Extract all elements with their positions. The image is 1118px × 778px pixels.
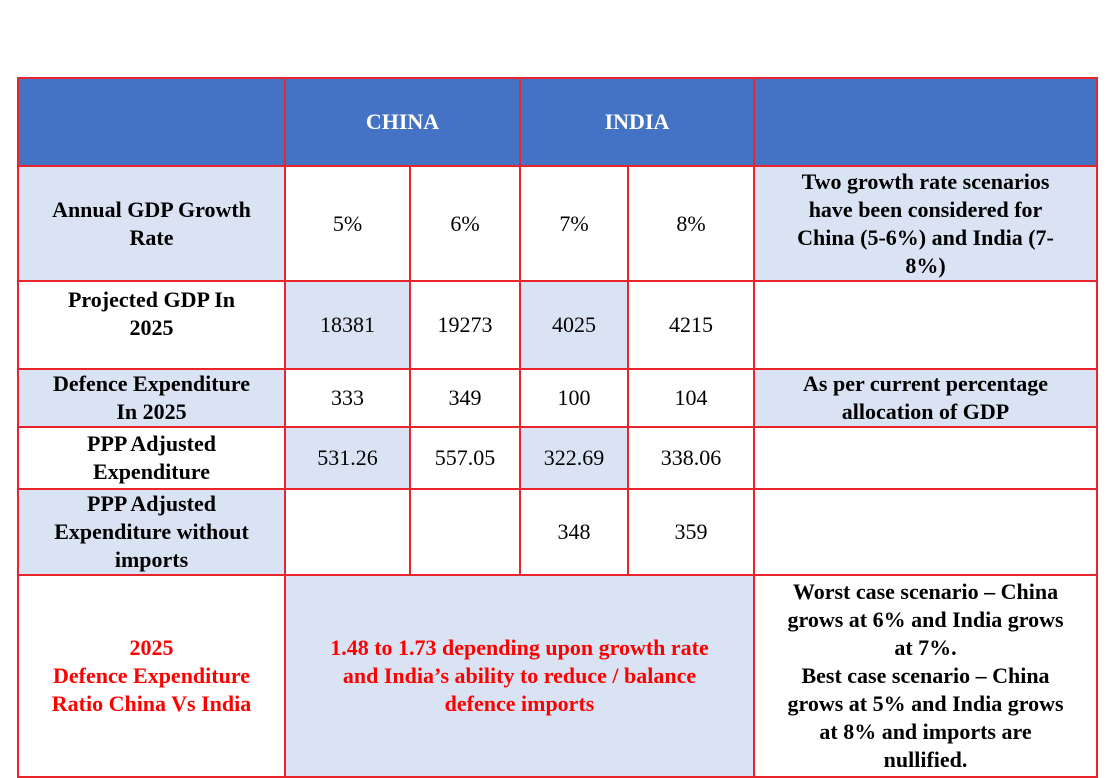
china-value-high: 349 <box>409 368 521 428</box>
comparison-table: CHINA INDIA Annual GDP Growth Rate 5% 6%… <box>17 77 1099 778</box>
china-value-low: 18381 <box>284 280 411 370</box>
india-value-high: 338.06 <box>626 426 756 490</box>
china-value-high: 6% <box>409 165 521 282</box>
china-value-low: 5% <box>284 165 411 282</box>
ratio-label: 2025 Defence Expenditure Ratio China Vs … <box>17 574 286 778</box>
header-blank-cell <box>17 77 286 167</box>
india-value-low: 348 <box>519 488 629 576</box>
header-china: CHINA <box>284 77 521 167</box>
ratio-value: 1.48 to 1.73 depending upon growth rate … <box>283 574 756 778</box>
header-row: CHINA INDIA <box>17 77 1099 167</box>
china-value-high: 557.05 <box>409 426 521 490</box>
china-value-high: 19273 <box>409 280 521 370</box>
row-note <box>753 280 1099 370</box>
india-value-low: 322.69 <box>519 426 629 490</box>
table-row-ppp-adjusted: PPP Adjusted Expenditure 531.26 557.05 3… <box>17 426 1099 490</box>
row-label: PPP Adjusted Expenditure without imports <box>17 488 286 576</box>
header-notes-cell <box>753 77 1099 167</box>
row-note <box>753 426 1099 490</box>
header-india: INDIA <box>518 77 756 167</box>
row-label: Projected GDP In 2025 <box>17 280 286 370</box>
row-note: As per current percentage allocation of … <box>753 368 1099 428</box>
row-label: Defence Expenditure In 2025 <box>17 368 286 428</box>
ratio-note: Worst case scenario – China grows at 6% … <box>753 574 1099 778</box>
row-label: PPP Adjusted Expenditure <box>17 426 286 490</box>
china-value-low: 531.26 <box>284 426 411 490</box>
table-row-defence-expenditure: Defence Expenditure In 2025 333 349 100 … <box>17 368 1099 428</box>
india-value-high: 8% <box>626 165 756 282</box>
india-value-low: 100 <box>519 368 629 428</box>
india-value-low: 4025 <box>519 280 629 370</box>
row-note <box>753 488 1099 576</box>
table-row-projected-gdp: Projected GDP In 2025 18381 19273 4025 4… <box>17 280 1099 370</box>
row-note: Two growth rate scenarios have been cons… <box>753 165 1099 282</box>
table-row-ratio: 2025 Defence Expenditure Ratio China Vs … <box>17 574 1099 778</box>
china-value-low <box>284 488 411 576</box>
india-value-low: 7% <box>519 165 629 282</box>
india-value-high: 4215 <box>626 280 756 370</box>
table-row-growth-rate: Annual GDP Growth Rate 5% 6% 7% 8% Two g… <box>17 165 1099 282</box>
china-value-high <box>409 488 521 576</box>
table-row-ppp-without-imports: PPP Adjusted Expenditure without imports… <box>17 488 1099 576</box>
india-value-high: 359 <box>626 488 756 576</box>
row-label: Annual GDP Growth Rate <box>17 165 286 282</box>
china-value-low: 333 <box>284 368 411 428</box>
india-value-high: 104 <box>626 368 756 428</box>
